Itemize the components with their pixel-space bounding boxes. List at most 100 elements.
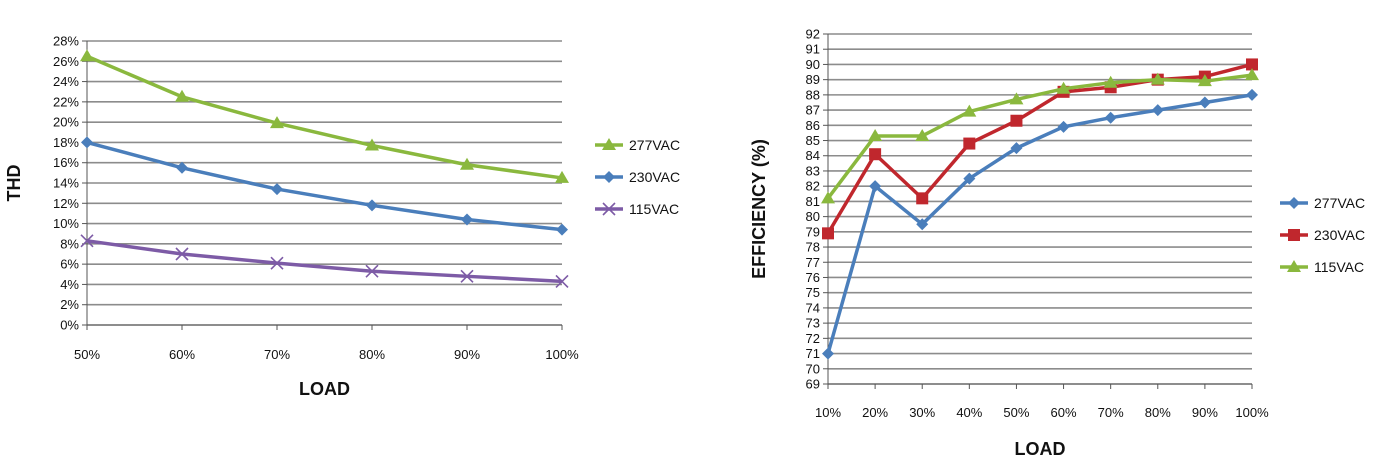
- x-tick-label: 70%: [264, 347, 290, 362]
- data-point: [869, 180, 882, 193]
- data-point: [81, 136, 93, 149]
- legend-item: 230VAC: [595, 169, 680, 185]
- data-point: [1009, 92, 1024, 105]
- x-tick-label: 50%: [1003, 405, 1029, 420]
- legend-item: 115VAC: [1280, 259, 1364, 275]
- y-tick-label: 88: [806, 87, 820, 102]
- data-point: [555, 274, 569, 288]
- y-tick-label: 0%: [60, 318, 79, 333]
- series-277VAC: [80, 49, 569, 183]
- y-tick-label: 76: [806, 270, 820, 285]
- y-tick-label: 2%: [60, 297, 79, 312]
- data-point: [175, 89, 189, 102]
- y-tick-label: 28%: [53, 34, 79, 49]
- series-line: [86, 239, 563, 284]
- y-axis-title: THD: [4, 165, 24, 202]
- series-line: [826, 93, 1253, 355]
- data-point: [460, 269, 474, 283]
- series-230VAC: [81, 136, 568, 236]
- legend-item: 277VAC: [1280, 195, 1365, 211]
- x-tick-label: 30%: [909, 405, 935, 420]
- x-tick-label: 10%: [815, 405, 841, 420]
- chart-1: 0% 2% 4% 6% 8% 10% 12% 14% 16% 18% 20% 22% 24% 26% 28%…: [4, 34, 680, 400]
- x-tick-label: 100%: [545, 347, 579, 362]
- data-point: [460, 157, 474, 170]
- data-point: [176, 161, 188, 174]
- y-tick-label: 90: [806, 57, 820, 72]
- y-tick-label: 86: [806, 118, 820, 133]
- legend-item: 277VAC: [595, 137, 680, 153]
- legend-label: 230VAC: [1314, 227, 1365, 243]
- y-tick-label: 12%: [53, 196, 79, 211]
- series-115VAC: [821, 68, 1259, 204]
- y-tick-label: 4%: [60, 277, 79, 292]
- y-tick-label: 85: [806, 133, 820, 148]
- data-point: [270, 116, 284, 129]
- data-point: [271, 183, 283, 196]
- y-tick-label: 20%: [53, 115, 79, 130]
- legend-marker: [602, 202, 616, 216]
- data-point: [80, 234, 94, 248]
- y-tick-label: 84: [806, 148, 820, 163]
- data-point: [1198, 96, 1211, 109]
- x-tick-label: 100%: [1235, 405, 1269, 420]
- y-tick-label: 16%: [53, 155, 79, 170]
- y-tick-label: 8%: [60, 236, 79, 251]
- y-tick-label: 74: [806, 300, 820, 315]
- series-line: [86, 54, 563, 180]
- data-point: [1103, 75, 1118, 88]
- y-tick-label: 80: [806, 209, 820, 224]
- y-tick-label: 10%: [53, 216, 79, 231]
- data-point: [365, 138, 379, 151]
- data-point: [822, 227, 834, 240]
- data-point: [916, 192, 929, 205]
- legend-marker: [602, 138, 616, 150]
- x-tick-label: 80%: [359, 347, 385, 362]
- series-line: [826, 62, 1253, 235]
- data-point: [175, 247, 189, 261]
- y-tick-label: 77: [806, 255, 820, 270]
- legend-item: 230VAC: [1280, 227, 1365, 243]
- y-tick-label: 89: [806, 72, 820, 87]
- y-tick-label: 70: [806, 361, 820, 376]
- y-tick-label: 87: [806, 103, 820, 118]
- legend-label: 115VAC: [629, 201, 679, 217]
- y-tick-label: 6%: [60, 257, 79, 272]
- data-point: [1197, 74, 1212, 87]
- y-tick-label: 69: [806, 377, 820, 392]
- y-tick-label: 83: [806, 163, 820, 178]
- data-point: [1057, 120, 1070, 133]
- y-tick-label: 75: [806, 285, 820, 300]
- data-point: [821, 191, 835, 204]
- legend-label: 230VAC: [629, 169, 680, 185]
- y-tick-label: 73: [806, 316, 820, 331]
- y-tick-label: 81: [806, 194, 820, 209]
- x-tick-label: 70%: [1098, 405, 1124, 420]
- legend-marker: [603, 171, 615, 183]
- series-line: [86, 140, 563, 232]
- data-point: [80, 49, 94, 62]
- series-277VAC: [822, 88, 1258, 360]
- data-point: [869, 148, 882, 161]
- x-tick-label: 40%: [956, 405, 982, 420]
- legend-label: 115VAC: [1314, 259, 1364, 275]
- data-point: [963, 137, 976, 150]
- y-tick-label: 24%: [53, 74, 79, 89]
- legend-label: 277VAC: [1314, 195, 1365, 211]
- data-point: [1246, 58, 1258, 71]
- series-230VAC: [822, 58, 1258, 240]
- data-point: [461, 213, 473, 226]
- x-axis-title: LOAD: [299, 379, 350, 399]
- y-tick-label: 78: [806, 240, 820, 255]
- data-point: [1056, 81, 1071, 94]
- y-tick-label: 92: [806, 27, 820, 42]
- y-tick-label: 82: [806, 179, 820, 194]
- legend-label: 277VAC: [629, 137, 680, 153]
- y-tick-label: 22%: [53, 94, 79, 109]
- data-point: [365, 264, 379, 278]
- data-point: [1245, 68, 1259, 81]
- data-point: [822, 347, 834, 360]
- y-tick-label: 72: [806, 331, 820, 346]
- y-tick-label: 79: [806, 224, 820, 239]
